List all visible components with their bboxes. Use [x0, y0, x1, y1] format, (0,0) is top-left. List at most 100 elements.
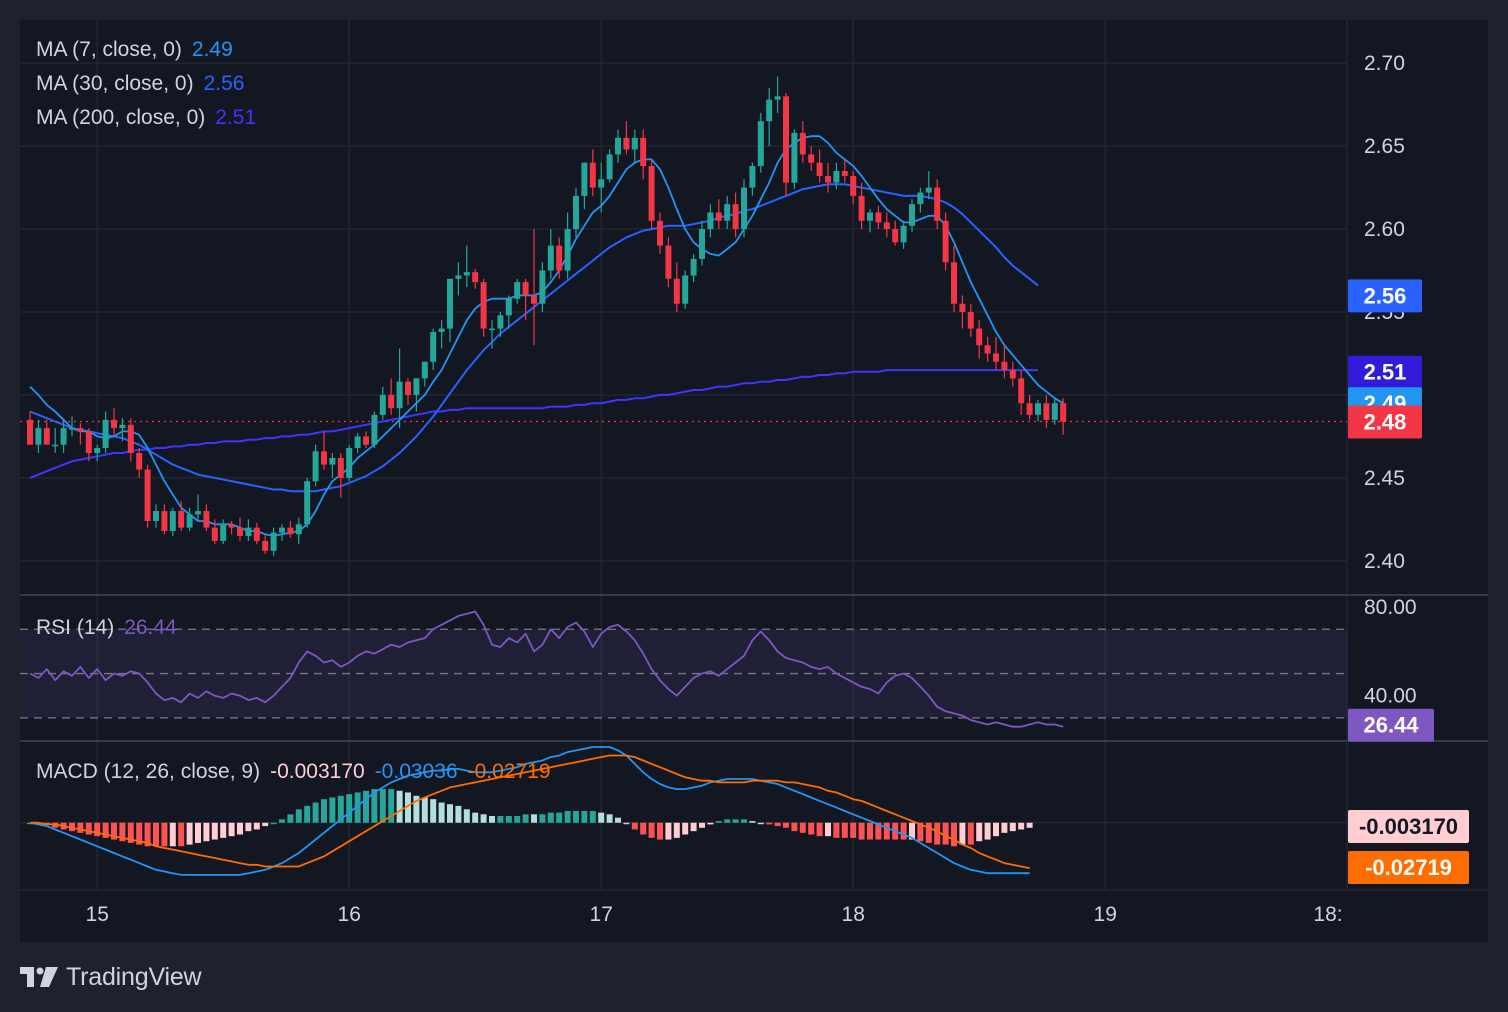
- badge-rsi-bg: [1348, 708, 1434, 742]
- macd-hist-bar: [951, 822, 957, 847]
- candle: [867, 209, 873, 233]
- candle-body: [85, 431, 92, 453]
- time-tick-label: 15: [86, 903, 109, 926]
- candle-body: [220, 524, 227, 541]
- candle: [606, 149, 613, 183]
- macd-hist-bar: [480, 814, 487, 823]
- macd-hist-bar: [875, 822, 882, 840]
- candle: [27, 411, 33, 445]
- badge-price: 2.48: [1348, 405, 1422, 439]
- macd-hist-bar: [682, 822, 689, 835]
- candle-body: [262, 540, 269, 551]
- candle: [522, 278, 529, 321]
- legend-macd-signal: -0.02719: [467, 760, 551, 783]
- candle: [169, 507, 176, 536]
- candle: [161, 504, 168, 535]
- macd-hist-bar: [833, 822, 840, 838]
- tradingview-logo[interactable]: TradingView: [20, 962, 202, 992]
- candle: [480, 278, 487, 337]
- candle: [262, 534, 269, 555]
- candle-body: [757, 121, 764, 167]
- macd-hist-bar: [354, 792, 361, 823]
- candle-body: [136, 453, 143, 470]
- candle: [631, 129, 638, 163]
- candle-body: [589, 162, 596, 188]
- candle-body: [875, 212, 882, 223]
- candle: [220, 519, 227, 545]
- legend-ma200[interactable]: MA (200, close, 0) 2.51: [36, 106, 256, 130]
- macd-hist-bar: [883, 822, 890, 840]
- candle-body: [178, 511, 185, 528]
- macd-hist-bar: [665, 822, 672, 840]
- candle: [497, 312, 504, 337]
- macd-hist-bar: [119, 822, 126, 842]
- macd-hist-bar: [531, 814, 537, 823]
- candle-body: [1001, 361, 1008, 371]
- candle-body: [102, 419, 109, 449]
- macd-hist-bar: [564, 810, 571, 823]
- tradingview-wordmark: TradingView: [66, 962, 202, 991]
- macd-hist-bar: [270, 822, 277, 825]
- candle: [270, 527, 277, 556]
- macd-hist-bar: [421, 797, 428, 823]
- candle-body: [900, 225, 907, 243]
- candle: [909, 199, 915, 233]
- candle-body: [354, 436, 361, 449]
- candle-body: [715, 212, 722, 221]
- macd-hist-bar: [363, 790, 369, 823]
- badge-ma200: 2.51: [1348, 355, 1422, 389]
- candle: [346, 444, 353, 482]
- candle: [556, 237, 563, 279]
- candle: [531, 229, 537, 346]
- legend-macd[interactable]: MACD (12, 26, close, 9) -0.003170 -0.03036…: [36, 760, 551, 784]
- candle: [976, 320, 983, 359]
- candle: [707, 204, 714, 238]
- candle: [833, 162, 840, 190]
- macd-hist-bar: [825, 822, 831, 837]
- macd-hist-bar: [749, 821, 756, 823]
- candle-body: [161, 511, 168, 531]
- macd-hist-bar: [295, 809, 302, 823]
- macd-hist-bar: [253, 822, 260, 830]
- candle-body: [993, 353, 999, 362]
- candle-body: [388, 394, 395, 409]
- candle-body: [279, 527, 285, 533]
- candle: [690, 253, 697, 283]
- candle: [1051, 398, 1058, 425]
- candle-body: [253, 527, 260, 541]
- macd-hist-bar: [984, 822, 991, 840]
- macd-hist-bar: [741, 819, 747, 823]
- candle: [178, 501, 185, 531]
- macd-hist-bar: [522, 814, 529, 823]
- candle: [564, 212, 571, 279]
- macd-hist-bar: [195, 822, 201, 843]
- legend-ma7[interactable]: MA (7, close, 0) 2.49: [36, 38, 233, 62]
- candle: [589, 149, 596, 196]
- legend-macd-hist: -0.003170: [270, 760, 365, 783]
- candle-body: [833, 171, 840, 183]
- candle: [1035, 399, 1041, 422]
- candle-body: [237, 527, 243, 536]
- chart-frame[interactable]: 2.70 2.65 2.60 2.55 2.45 2.40 80.00 40.00 15 16 17…: [20, 20, 1488, 942]
- legend-rsi[interactable]: RSI (14) 26.44: [36, 616, 177, 640]
- badge-ma200-bg: [1348, 355, 1422, 389]
- candle-body: [27, 419, 33, 445]
- candle-body: [724, 204, 731, 221]
- candle-body: [564, 229, 571, 271]
- macd-hist-bar: [657, 822, 663, 840]
- candle: [623, 121, 630, 155]
- legend-ma30[interactable]: MA (30, close, 0) 2.56: [36, 72, 244, 96]
- candle-body: [951, 262, 957, 304]
- candle-body: [581, 162, 588, 196]
- macd-hist-bar: [220, 822, 227, 838]
- candle: [304, 477, 311, 528]
- candle-body: [867, 212, 873, 221]
- candle-body: [825, 175, 831, 183]
- candle: [875, 205, 882, 230]
- badge-price-text: 2.48: [1364, 409, 1407, 434]
- candle: [186, 507, 193, 531]
- candle-body: [909, 204, 915, 226]
- candle: [942, 212, 949, 271]
- candle: [388, 378, 395, 415]
